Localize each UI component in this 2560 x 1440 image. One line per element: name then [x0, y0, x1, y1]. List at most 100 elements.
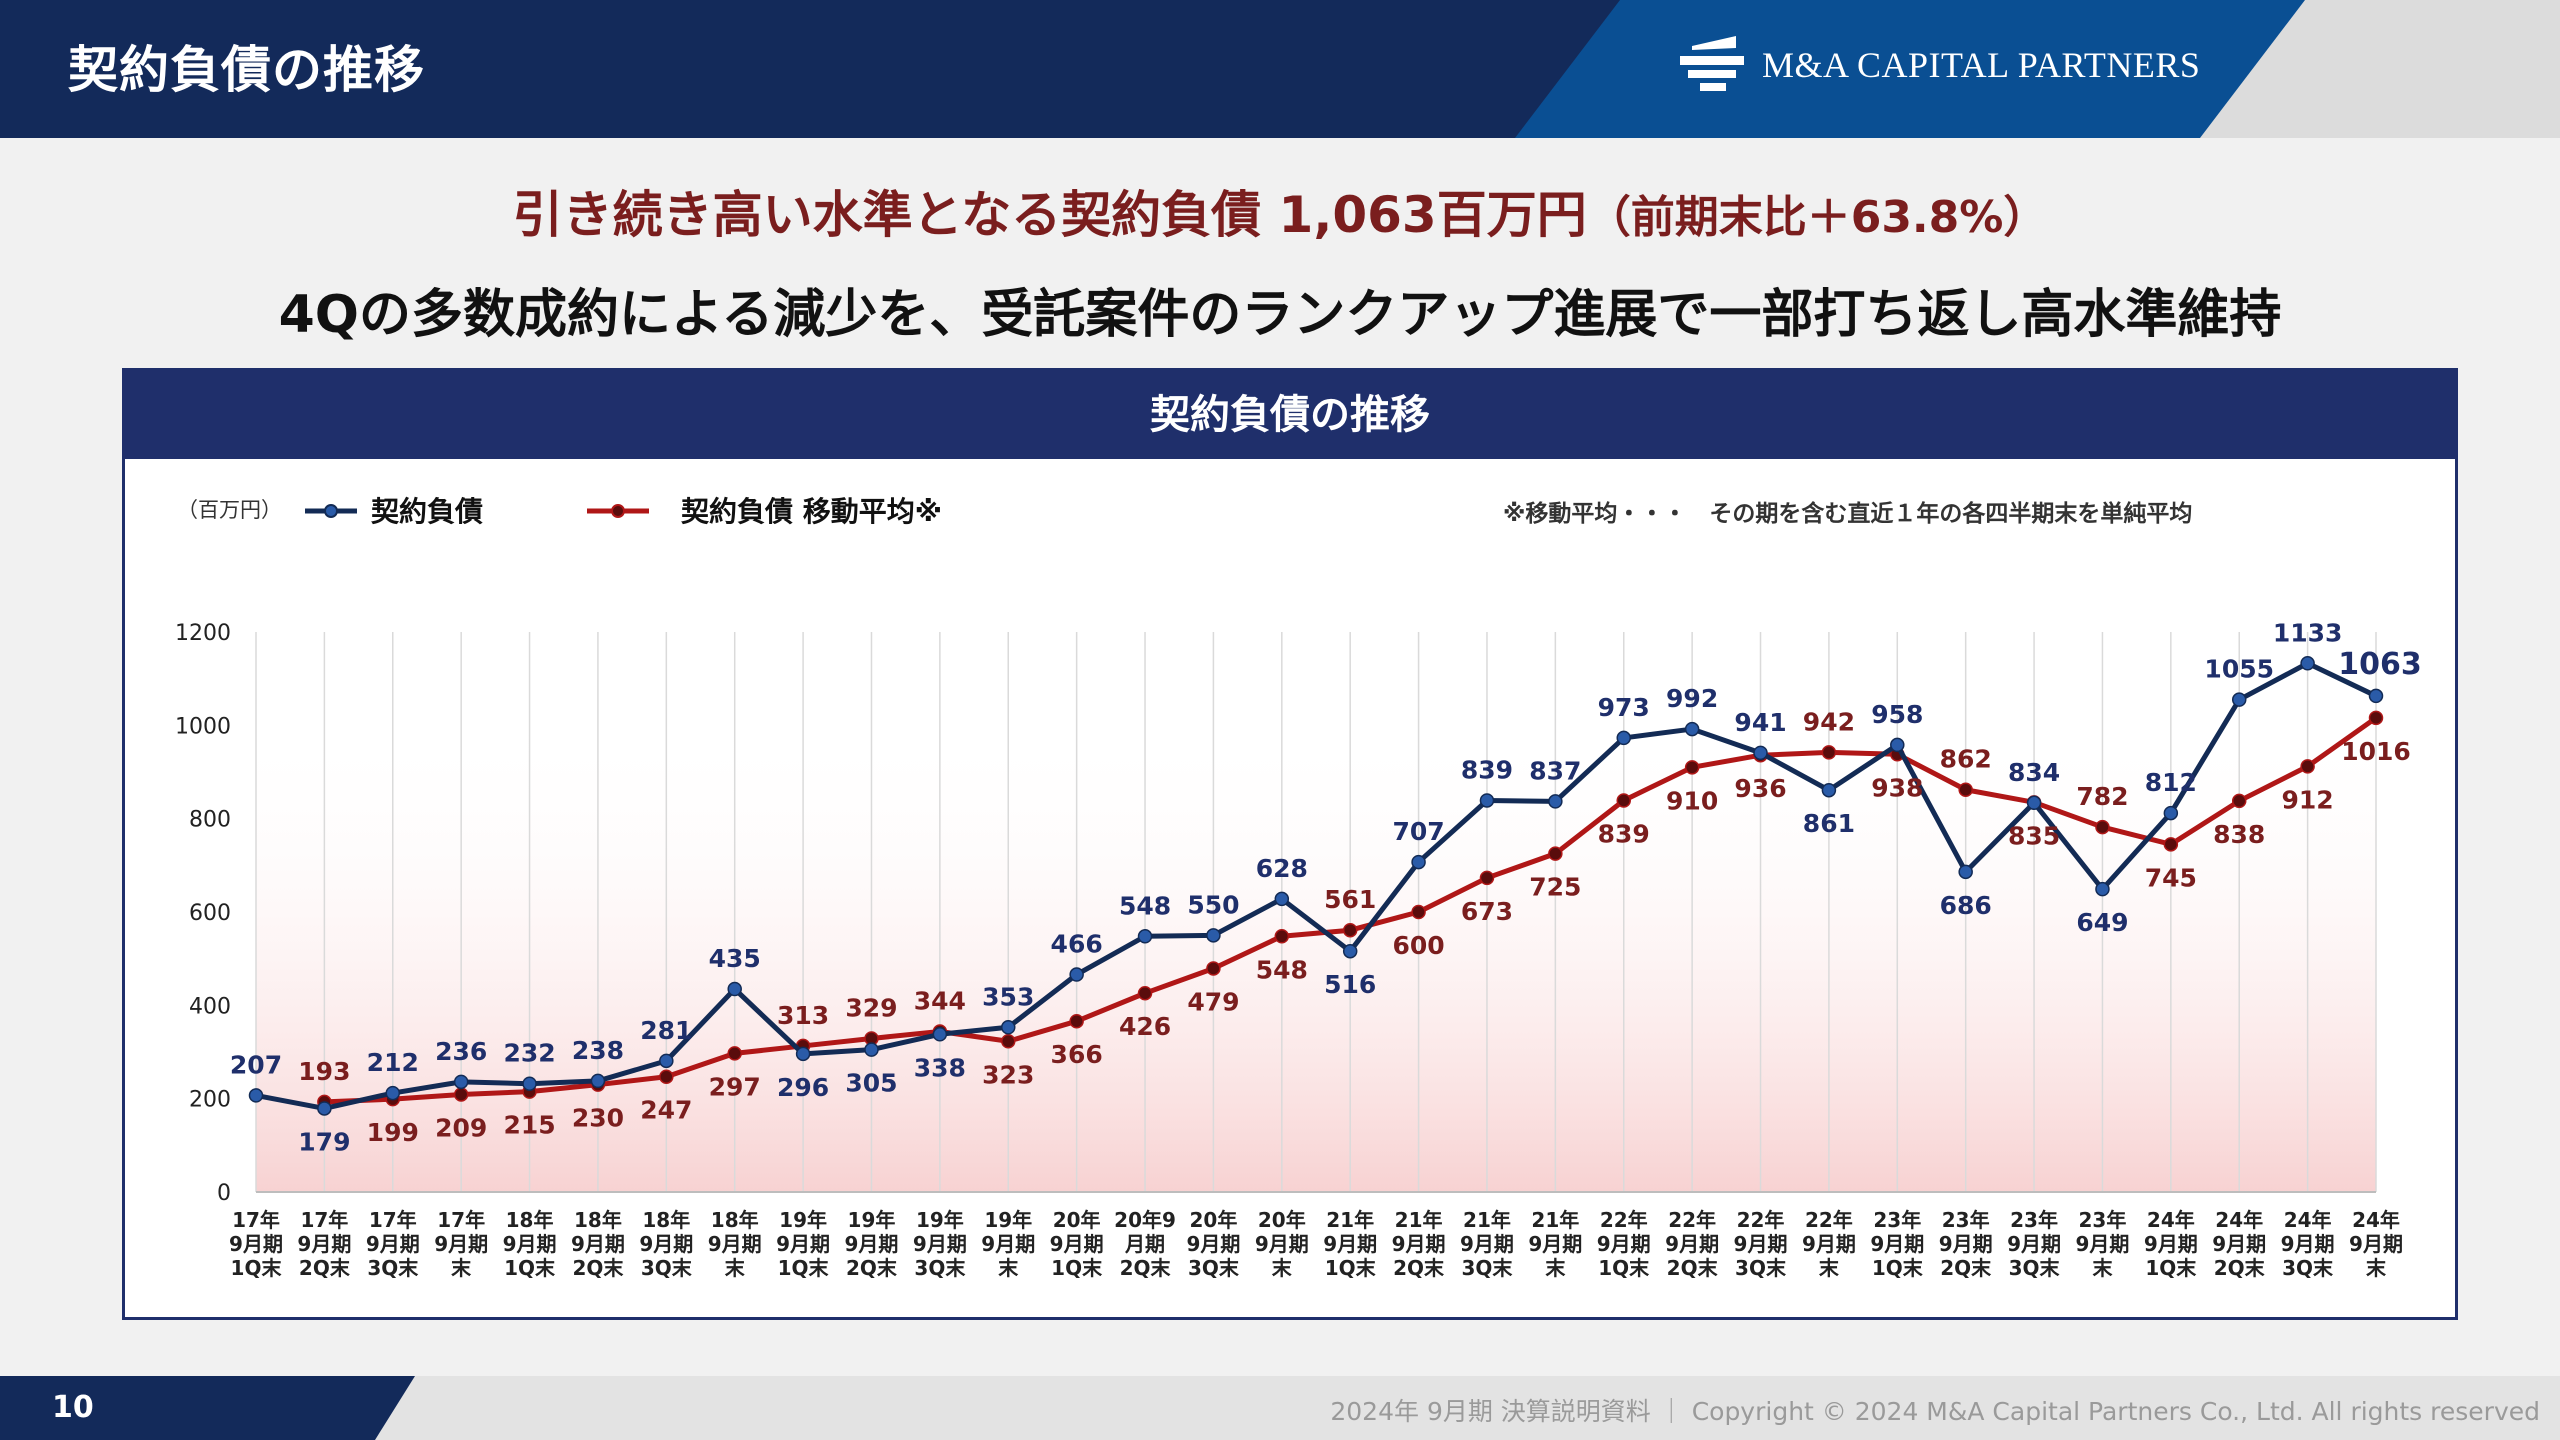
contract-liability-chart: 02004006008001000120017年9月期1Q末17年9月期2Q末1… — [175, 495, 2422, 1280]
data-point-series2 — [727, 1046, 742, 1061]
data-label-series2: 479 — [1187, 987, 1239, 1016]
data-point-series1 — [522, 1076, 537, 1091]
legend-marker-series2 — [611, 504, 625, 518]
data-label-series1: 834 — [2008, 758, 2060, 787]
header-accent-band — [1515, 0, 2310, 138]
data-point-series1 — [932, 1027, 948, 1042]
data-point-series2 — [2231, 793, 2247, 809]
data-label-series1: 305 — [845, 1069, 897, 1098]
data-point-series1 — [1890, 737, 1905, 753]
data-point-series1 — [1479, 793, 1495, 808]
data-label-series2: 329 — [845, 993, 897, 1022]
data-point-series1 — [659, 1053, 674, 1069]
x-tick-label: 1Q末 — [778, 1256, 830, 1280]
data-label-series2: 323 — [982, 1060, 1034, 1089]
y-tick-label: 600 — [189, 901, 231, 926]
data-label-series1: 1133 — [2273, 618, 2343, 647]
x-tick-label: 2Q末 — [1940, 1256, 1992, 1280]
data-label-series1: 466 — [1051, 930, 1103, 959]
x-tick-label: 9月期 — [1050, 1232, 1104, 1256]
x-tick-label: 19年 — [984, 1208, 1032, 1232]
data-label-series1: 435 — [709, 944, 761, 973]
data-point-series1 — [248, 1088, 264, 1103]
x-tick-label: 18年 — [642, 1208, 690, 1232]
data-point-series1 — [1069, 967, 1084, 982]
unit-label: （百万円） — [177, 498, 282, 522]
data-label-series1: 207 — [230, 1050, 282, 1079]
data-point-series1 — [1001, 1020, 1016, 1035]
data-label-series1: 516 — [1324, 970, 1376, 999]
data-point-series1 — [2231, 692, 2247, 707]
legend-label-series2: 契約負債 移動平均※ — [681, 495, 942, 528]
x-tick-label: 9月期 — [2075, 1232, 2129, 1256]
data-label-series2: 782 — [2076, 782, 2128, 811]
x-tick-label: 24年 — [2147, 1208, 2195, 1232]
x-tick-label: 22年 — [1737, 1208, 1785, 1232]
x-tick-label: 19年 — [848, 1208, 896, 1232]
x-tick-label: 9月期 — [1870, 1232, 1924, 1256]
x-tick-label: 22年 — [1600, 1208, 1648, 1232]
data-point-series1 — [590, 1073, 606, 1089]
headline-secondary: 4Qの多数成約による減少を、受託案件のランクアップ進展で一部打ち返し高水準維持 — [278, 285, 2282, 345]
x-tick-label: 3Q末 — [1735, 1256, 1787, 1280]
x-tick-label: 9月期 — [1460, 1232, 1514, 1256]
data-point-series1 — [795, 1046, 811, 1062]
data-point-series2 — [1821, 745, 1837, 760]
data-label-series2: 561 — [1324, 885, 1376, 914]
footer-copyright: 2024年 9月期 決算説明資料 ｜ Copyright © 2024 M&A … — [1330, 1397, 2540, 1426]
y-tick-label: 0 — [217, 1181, 231, 1206]
x-tick-label: 9月期 — [981, 1232, 1035, 1256]
x-tick-label: 1Q末 — [1872, 1256, 1924, 1280]
legend-marker-series1 — [324, 504, 338, 518]
x-tick-label: 23年 — [2010, 1208, 2058, 1232]
data-point-series2 — [2095, 819, 2110, 835]
data-label-series1: 649 — [2076, 908, 2128, 937]
data-label-series1: 837 — [1529, 756, 1581, 785]
data-point-series1 — [1206, 928, 1221, 943]
data-point-series2 — [1206, 961, 1221, 976]
data-label-series1: 1055 — [2204, 655, 2274, 684]
series-line-1 — [255, 660, 2378, 1111]
company-logo: M&A CAPITAL PARTNERS — [1680, 30, 2200, 100]
data-label-series2: 936 — [1734, 774, 1786, 803]
x-tick-label: 1Q末 — [1051, 1256, 1103, 1280]
data-label-series1: 1063 — [2338, 647, 2422, 682]
data-label-series2: 344 — [914, 986, 966, 1015]
x-tick-label: 末 — [1545, 1256, 1566, 1280]
x-tick-label: 末 — [2092, 1256, 2113, 1280]
data-label-series2: 366 — [1051, 1040, 1103, 1069]
x-tick-label: 21年 — [1463, 1208, 1511, 1232]
data-point-series2 — [2300, 759, 2315, 774]
data-point-series2 — [1479, 870, 1495, 886]
x-tick-label: 9月期 — [229, 1232, 283, 1256]
data-point-series2 — [1548, 846, 1563, 861]
x-tick-label: 3Q末 — [367, 1256, 419, 1280]
x-tick-label: 1Q末 — [1325, 1256, 1377, 1280]
x-tick-label: 9月期 — [1392, 1232, 1446, 1256]
data-point-series1 — [1958, 864, 1973, 880]
data-point-series1 — [1616, 730, 1631, 746]
data-point-series2 — [1137, 985, 1153, 1001]
data-point-series1 — [1821, 782, 1837, 798]
headline-main: 引き続き高い水準となる契約負債 1,063百万円（前期末比＋63.8%） — [0, 175, 2560, 247]
data-label-series2: 297 — [709, 1072, 761, 1101]
data-label-series2: 1016 — [2341, 737, 2411, 766]
data-point-series1 — [1137, 929, 1153, 944]
x-tick-label: 9月期 — [1528, 1232, 1582, 1256]
x-tick-label: 9月期 — [1939, 1232, 1993, 1256]
x-tick-label: 末 — [2366, 1256, 2387, 1280]
x-tick-label: 9月期 — [1665, 1232, 1719, 1256]
x-tick-label: 17年 — [232, 1208, 280, 1232]
x-tick-label: 17年 — [437, 1208, 485, 1232]
x-tick-label: 3Q末 — [641, 1256, 693, 1280]
footer-accent — [0, 1376, 415, 1440]
page-title: 契約負債の推移 — [68, 41, 425, 99]
x-tick-label: 23年 — [1873, 1208, 1921, 1232]
data-point-series1 — [727, 981, 742, 997]
data-point-series1 — [453, 1074, 469, 1090]
data-point-series1 — [1548, 794, 1563, 809]
data-label-series1: 212 — [367, 1048, 419, 1077]
chart-title: 契約負債の推移 — [125, 371, 2455, 459]
logo-mark-icon — [1680, 36, 1744, 91]
data-point-series1 — [2095, 881, 2110, 897]
